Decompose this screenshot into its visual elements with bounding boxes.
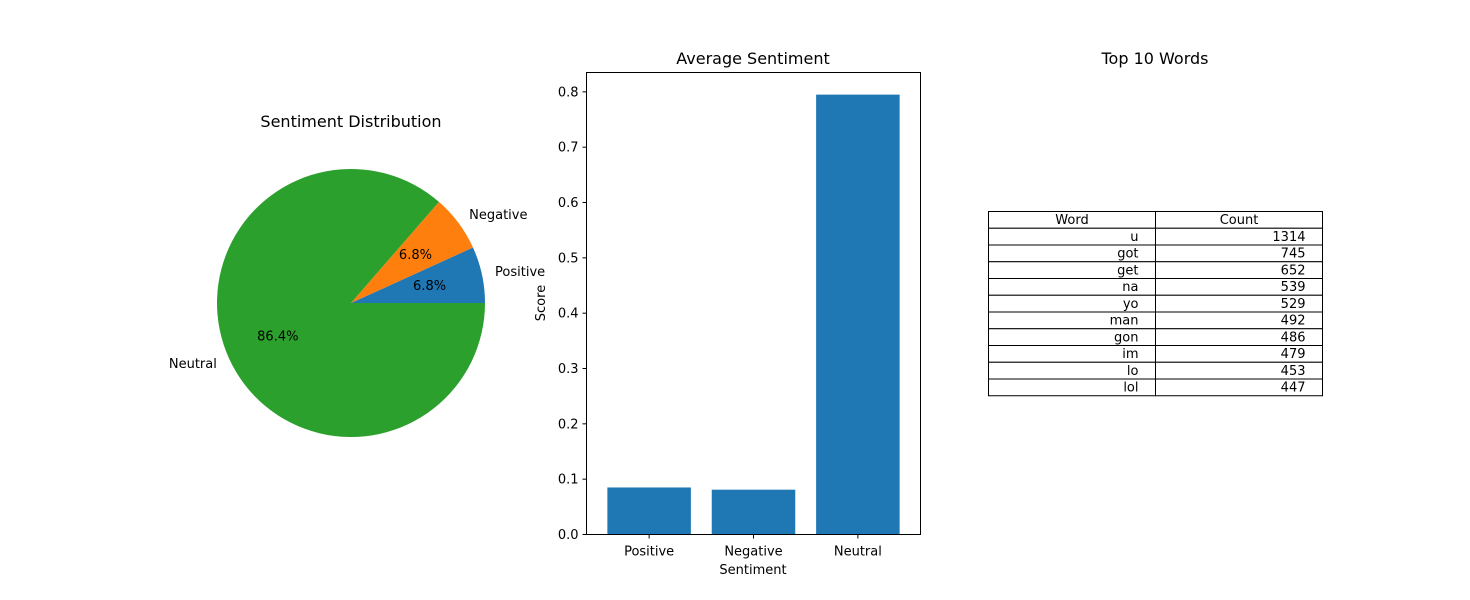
- word-cell: lol: [1123, 381, 1138, 396]
- word-cell: got: [1117, 247, 1138, 262]
- count-cell: 447: [1281, 381, 1306, 396]
- count-cell: 652: [1281, 263, 1306, 278]
- count-cell: 486: [1281, 330, 1306, 345]
- word-cell: get: [1117, 263, 1138, 278]
- pie-labels: Positive 6.8% Negative 6.8% Neutral 86.4%: [169, 208, 545, 372]
- y-axis-ticks: 0.0 0.1 0.2 0.3 0.4 0.5 0.6 0.7 0.8: [558, 85, 587, 543]
- table-cell: [1155, 378, 1323, 397]
- y-tick-label: 0.7: [558, 141, 579, 156]
- word-cell: lo: [1127, 364, 1139, 379]
- pie-slice-neutral: [217, 168, 485, 437]
- count-cell: 479: [1281, 347, 1306, 362]
- count-cell: 745: [1281, 247, 1306, 262]
- x-tick-label-negative: Negative: [724, 545, 782, 560]
- pie-slice-positive: [351, 247, 485, 303]
- count-cell: 492: [1281, 314, 1306, 329]
- y-tick-label: 0.5: [558, 251, 579, 266]
- x-axis-ticks: Positive Negative Neutral: [624, 534, 882, 560]
- count-cell: 453: [1281, 364, 1306, 379]
- word-cell: man: [1110, 314, 1139, 329]
- bar-neutral: [816, 94, 900, 535]
- pie-pct-negative: 6.8%: [399, 248, 432, 263]
- pie-title: Sentiment Distribution: [260, 112, 441, 131]
- count-cell: 529: [1281, 297, 1306, 312]
- bar-title: Average Sentiment: [676, 49, 830, 68]
- pie-pct-neutral: 86.4%: [257, 329, 298, 344]
- bar-negative: [711, 489, 796, 535]
- table-header-label: Word: [1055, 213, 1088, 228]
- count-cell: 539: [1281, 280, 1306, 295]
- y-tick-label: 0.6: [558, 196, 579, 211]
- word-cell: u: [1130, 230, 1138, 245]
- y-tick-label: 0.3: [558, 362, 579, 377]
- word-cell: im: [1122, 347, 1138, 362]
- bar-positive: [607, 487, 691, 535]
- pie-chart: Sentiment Distribution Positive 6.8% Negat…: [169, 112, 545, 437]
- table-title: Top 10 Words: [1101, 49, 1209, 68]
- pie-label-neutral: Neutral: [169, 357, 217, 372]
- bar-chart: Average Sentiment 0.00.10.20.30.40.50.60…: [534, 49, 921, 578]
- y-tick-label: 0.0: [558, 528, 579, 543]
- top-words-table: Top 10 Words Word Count u 1314 got 745 get 652 n…: [988, 49, 1323, 397]
- table-cells: Word Count u 1314 got 745 get 652 na 539 yo 529 man 4…: [988, 211, 1323, 397]
- pie-pct-positive: 6.8%: [413, 279, 446, 294]
- count-cell: 1314: [1272, 230, 1305, 245]
- word-cell: na: [1122, 280, 1138, 295]
- table-header-label: Count: [1220, 213, 1259, 228]
- x-axis-label: Sentiment: [719, 563, 786, 578]
- y-axis-label: Score: [534, 285, 549, 321]
- pie-slice-negative: [351, 201, 473, 303]
- y-tick-label: 0.4: [558, 307, 579, 322]
- y-tick-label: 0.1: [558, 473, 579, 488]
- pie-label-positive: Positive: [495, 265, 545, 280]
- word-cell: gon: [1114, 330, 1138, 345]
- pie-label-negative: Negative: [469, 208, 527, 223]
- pie-slices: [217, 168, 485, 437]
- y-tick-label: 0.8: [558, 85, 579, 100]
- y-tick-label: 0.2: [558, 417, 579, 432]
- x-tick-label-neutral: Neutral: [834, 545, 882, 560]
- word-cell: yo: [1123, 297, 1139, 312]
- x-tick-label-positive: Positive: [624, 545, 674, 560]
- bars: [607, 94, 900, 535]
